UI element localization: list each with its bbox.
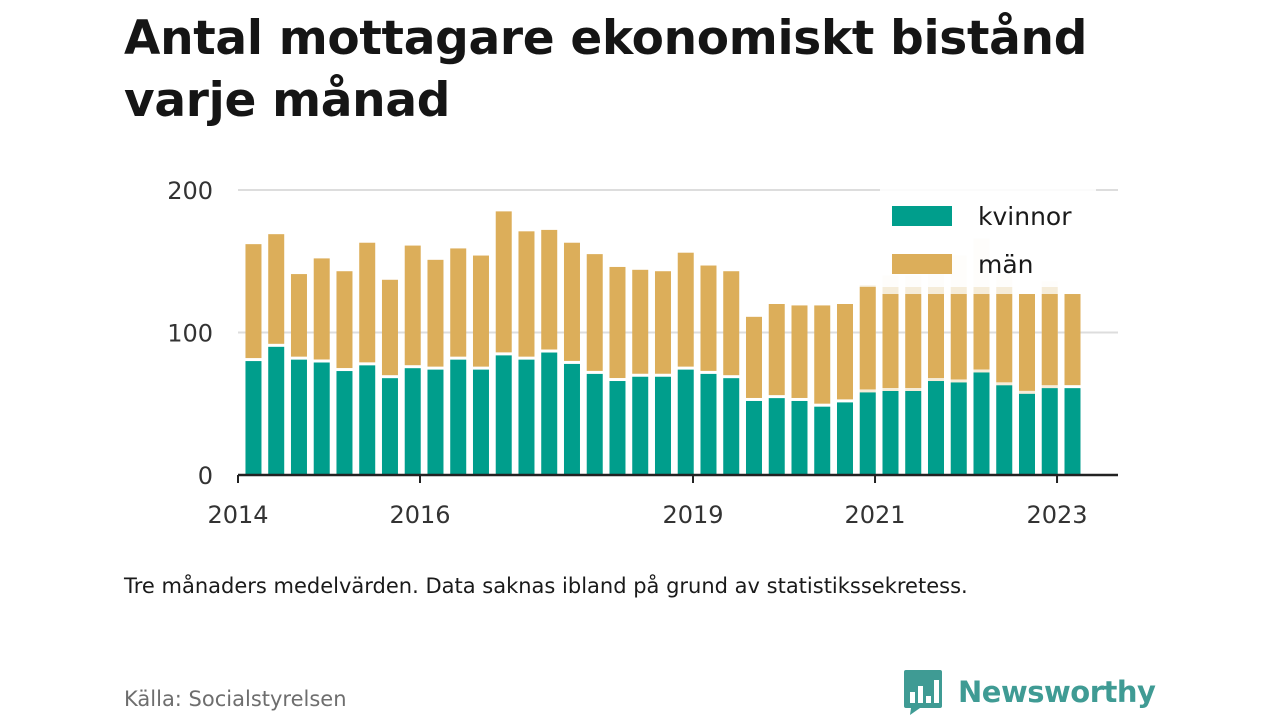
bar-kvinnor xyxy=(996,385,1013,475)
brand-logo[interactable]: Newsworthy xyxy=(902,668,1156,716)
bar-kvinnor xyxy=(359,365,376,475)
bar-man xyxy=(950,294,967,380)
bar-kvinnor xyxy=(336,371,353,475)
bar-kvinnor xyxy=(563,363,580,475)
bar-kvinnor xyxy=(586,373,603,475)
source-credit: Källa: Socialstyrelsen xyxy=(124,687,347,711)
bar-kvinnor xyxy=(1064,388,1081,475)
bar-man xyxy=(677,252,694,367)
bar-kvinnor xyxy=(290,359,307,475)
bars xyxy=(245,211,1081,475)
x-tick-label: 2016 xyxy=(389,501,450,529)
x-tick-label: 2021 xyxy=(844,501,905,529)
bar-man xyxy=(313,258,330,360)
bar-man xyxy=(768,304,785,396)
bar-man xyxy=(563,242,580,361)
x-tick-label: 2014 xyxy=(207,501,268,529)
bar-kvinnor xyxy=(836,402,853,475)
bar-chart: 0 100 200 2014 2016 2019 2021 2023 kvinnor män xyxy=(167,177,1118,529)
bar-man xyxy=(723,271,740,376)
bar-kvinnor xyxy=(427,369,444,475)
bar-kvinnor xyxy=(768,398,785,475)
bar-kvinnor xyxy=(450,359,467,475)
bar-man xyxy=(359,242,376,363)
bar-kvinnor xyxy=(700,373,717,475)
bar-man xyxy=(586,254,603,371)
bar-kvinnor xyxy=(609,381,626,475)
bar-man xyxy=(814,305,831,404)
bar-kvinnor xyxy=(541,352,558,475)
legend-label-man: män xyxy=(978,250,1034,279)
bar-kvinnor xyxy=(472,369,489,475)
bar-kvinnor xyxy=(495,355,512,475)
bar-man xyxy=(791,305,808,398)
bar-kvinnor xyxy=(268,346,285,475)
bar-man xyxy=(1064,294,1081,386)
bar-man xyxy=(700,265,717,371)
brand-name: Newsworthy xyxy=(958,675,1156,709)
bar-man xyxy=(836,304,853,400)
bar-man xyxy=(1041,294,1058,386)
y-tick-label: 100 xyxy=(167,320,213,348)
bar-man xyxy=(427,259,444,367)
bar-man xyxy=(745,316,762,398)
bar-kvinnor xyxy=(905,391,922,475)
bar-man xyxy=(450,248,467,357)
bar-man xyxy=(268,234,285,344)
bar-kvinnor xyxy=(723,378,740,475)
bar-man xyxy=(973,294,990,370)
bar-kvinnor xyxy=(950,382,967,475)
x-tick-label: 2019 xyxy=(662,501,723,529)
bar-kvinnor xyxy=(245,361,262,475)
bar-kvinnor xyxy=(814,406,831,475)
bar-man xyxy=(472,255,489,367)
y-tick-label: 200 xyxy=(167,177,213,205)
bar-man xyxy=(859,286,876,390)
bar-man xyxy=(609,266,626,379)
bar-kvinnor xyxy=(404,368,421,475)
legend-swatch-kvinnor xyxy=(892,206,952,226)
bar-kvinnor xyxy=(654,376,671,475)
y-tick-label: 0 xyxy=(198,462,213,490)
axes: 0 100 200 2014 2016 2019 2021 2023 xyxy=(167,177,1118,529)
bar-kvinnor xyxy=(791,400,808,475)
x-tick-label: 2023 xyxy=(1026,501,1087,529)
bar-kvinnor xyxy=(859,392,876,475)
bar-kvinnor xyxy=(1018,393,1035,475)
legend-label-kvinnor: kvinnor xyxy=(978,202,1072,231)
bar-kvinnor xyxy=(677,369,694,475)
bar-man xyxy=(632,269,649,374)
bar-kvinnor xyxy=(381,378,398,475)
bar-kvinnor xyxy=(632,376,649,475)
bar-man xyxy=(927,294,944,379)
bar-man xyxy=(1018,294,1035,391)
bar-kvinnor xyxy=(882,391,899,475)
bar-kvinnor xyxy=(313,362,330,475)
chart-note: Tre månaders medelvärden. Data saknas ib… xyxy=(124,574,968,598)
bar-man xyxy=(996,294,1013,383)
bar-kvinnor xyxy=(927,381,944,475)
chart-title: Antal mottagare ekonomiskt bistånd varje… xyxy=(124,11,1088,128)
legend: kvinnor män xyxy=(880,187,1096,287)
bar-man xyxy=(381,279,398,376)
bar-kvinnor xyxy=(745,400,762,475)
bar-man xyxy=(905,294,922,388)
bar-kvinnor xyxy=(973,372,990,475)
bar-man xyxy=(495,211,512,353)
newsworthy-chart-bubble-icon xyxy=(904,670,942,715)
bar-man xyxy=(336,271,353,369)
legend-swatch-man xyxy=(892,254,952,274)
bar-man xyxy=(518,231,535,357)
bar-man xyxy=(541,229,558,350)
bar-man xyxy=(245,244,262,359)
bar-man xyxy=(290,274,307,357)
bar-man xyxy=(404,245,421,366)
bar-man xyxy=(882,294,899,388)
bar-kvinnor xyxy=(518,359,535,475)
bar-kvinnor xyxy=(1041,388,1058,475)
bar-man xyxy=(654,271,671,374)
